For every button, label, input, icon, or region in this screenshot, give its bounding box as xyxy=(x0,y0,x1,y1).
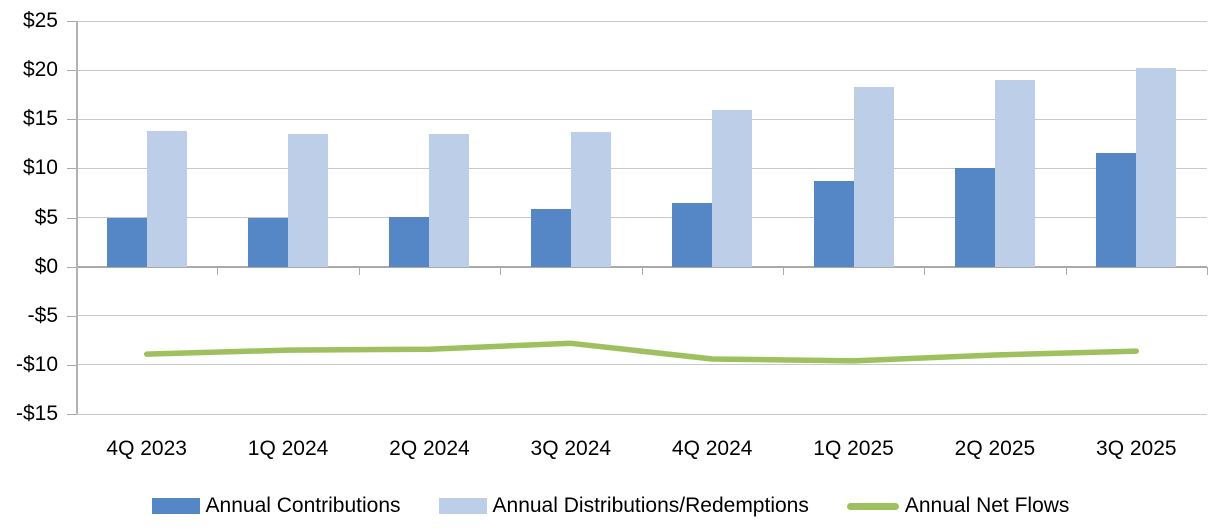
x-axis-tick xyxy=(1065,266,1067,275)
y-axis-tick xyxy=(67,217,76,219)
gridline xyxy=(76,413,1207,415)
gridline xyxy=(76,315,1207,317)
x-axis-tick xyxy=(217,266,219,275)
y-axis-label: $10 xyxy=(22,156,58,180)
distributions-swatch-icon xyxy=(438,498,487,514)
y-axis-tick xyxy=(67,21,76,22)
y-axis-label: $0 xyxy=(34,254,58,278)
x-axis-tick xyxy=(782,266,784,275)
x-axis-tick xyxy=(1207,266,1208,275)
y-axis-label: $20 xyxy=(22,58,58,82)
bar-annual-distributions-redemptions xyxy=(288,133,329,267)
y-axis-tick xyxy=(67,364,76,366)
bar-annual-distributions-redemptions xyxy=(570,132,611,267)
gridline xyxy=(76,167,1207,169)
legend-item-annual-net-flows: Annual Net Flows xyxy=(846,494,1070,518)
bar-annual-contributions xyxy=(672,202,713,267)
zero-axis-line xyxy=(76,265,1207,268)
legend-item-annual-contributions: Annual Contributions xyxy=(151,494,401,518)
x-axis-label: 3Q 2025 xyxy=(1096,437,1177,460)
x-axis-tick xyxy=(641,266,643,275)
y-axis-label: -$10 xyxy=(15,352,58,376)
x-axis-tick xyxy=(358,266,360,275)
contributions-swatch-icon xyxy=(151,498,200,514)
gridline xyxy=(76,364,1207,366)
bar-annual-contributions xyxy=(1096,152,1137,267)
x-axis-label: 3Q 2024 xyxy=(530,437,612,460)
y-axis-line xyxy=(76,21,78,414)
gridline xyxy=(76,20,1207,22)
x-axis-label: 2Q 2024 xyxy=(389,437,470,460)
legend-label-annual-net-flows: Annual Net Flows xyxy=(904,494,1070,517)
x-axis-label: 1Q 2024 xyxy=(247,437,329,460)
net-flows-line xyxy=(143,340,1140,364)
x-axis-label: 1Q 2025 xyxy=(813,437,894,460)
y-axis-label: $5 xyxy=(34,205,58,229)
bar-annual-contributions xyxy=(106,218,147,267)
bar-annual-contributions xyxy=(530,208,571,267)
bar-annual-contributions xyxy=(248,217,289,267)
gridline xyxy=(76,217,1207,218)
x-axis-tick xyxy=(924,266,926,275)
x-axis-tick xyxy=(500,266,502,275)
bar-annual-contributions xyxy=(389,216,430,267)
y-axis-tick xyxy=(67,414,76,415)
bar-annual-distributions-redemptions xyxy=(1136,68,1177,267)
legend-label-annual-distributions: Annual Distributions/Redemptions xyxy=(492,494,809,517)
gridline xyxy=(76,118,1207,120)
y-axis-tick xyxy=(67,315,76,317)
bar-annual-distributions-redemptions xyxy=(712,110,753,267)
legend-item-annual-distributions: Annual Distributions/Redemptions xyxy=(438,494,809,518)
bar-annual-distributions-redemptions xyxy=(429,133,470,267)
y-axis-label: $25 xyxy=(22,9,58,32)
y-axis-tick xyxy=(67,266,76,268)
y-axis-label: -$5 xyxy=(27,303,58,327)
bar-annual-distributions-redemptions xyxy=(146,131,187,267)
legend: Annual Contributions Annual Distribution… xyxy=(0,492,1221,520)
x-axis-label: 4Q 2024 xyxy=(671,437,753,460)
bar-annual-distributions-redemptions xyxy=(853,86,894,267)
bar-annual-contributions xyxy=(813,181,854,267)
y-axis-tick xyxy=(67,119,76,121)
y-axis-label: $15 xyxy=(22,107,58,131)
bar-annual-distributions-redemptions xyxy=(994,79,1035,267)
y-axis-label: -$15 xyxy=(15,402,58,425)
gridline xyxy=(76,69,1207,71)
x-axis-label: 4Q 2023 xyxy=(106,437,187,460)
plot-area xyxy=(76,20,1207,415)
y-axis-tick xyxy=(67,168,76,170)
legend-label-annual-contributions: Annual Contributions xyxy=(205,494,401,517)
net-flows-line-swatch-icon xyxy=(846,502,899,510)
y-axis-tick xyxy=(67,70,76,72)
bar-annual-contributions xyxy=(954,168,995,267)
x-axis-label: 2Q 2025 xyxy=(954,437,1036,460)
